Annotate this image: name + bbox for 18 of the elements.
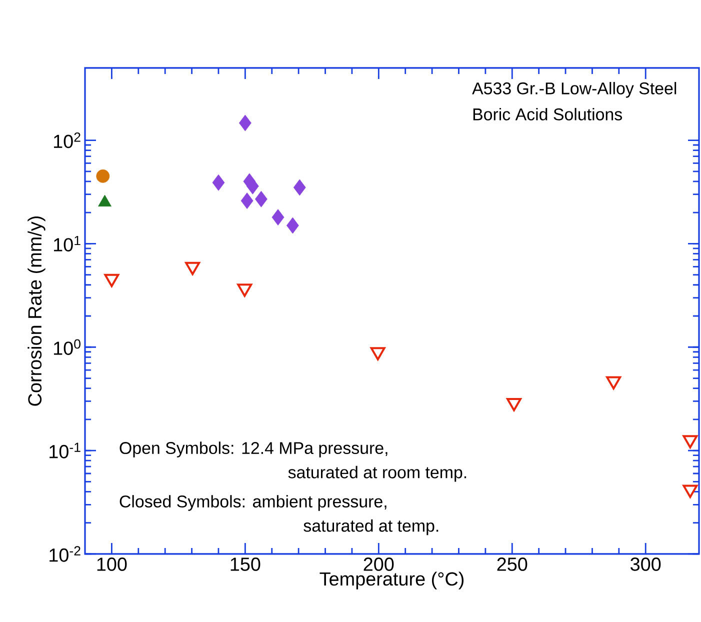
- y-tick-label: 10$^{0}$: [54, 339, 80, 355]
- annotation: saturated at room temp.: [288, 466, 466, 482]
- x-tick-label: 200: [364, 558, 394, 571]
- x-axis-title: Temperature (°C): [320, 572, 464, 590]
- y-tick-label: 10$^{2}$: [54, 132, 80, 148]
- y-tick-label: 10$^{-1}$: [50, 442, 80, 458]
- x-tick-label: 100: [97, 558, 127, 571]
- x-tick-label: 300: [630, 558, 661, 571]
- annotation: Boric Acid Solutions: [473, 108, 622, 120]
- annotation: Open Symbols: 12.4 MPa pressure,: [120, 442, 388, 458]
- annotation: Closed Symbols: ambient pressure,: [120, 495, 386, 511]
- y-axis-title: Corrosion Rate (mm/y): [28, 216, 46, 406]
- annotation: saturated at temp.: [304, 519, 438, 536]
- annotation: A533 Gr.-B Low-Alloy Steel: [472, 82, 676, 98]
- y-tick-label: 10$^{-2}$: [50, 546, 80, 562]
- x-tick-label: 250: [497, 558, 528, 571]
- y-tick-label: 10$^{1}$: [54, 236, 80, 252]
- x-tick-label: 150: [230, 558, 260, 571]
